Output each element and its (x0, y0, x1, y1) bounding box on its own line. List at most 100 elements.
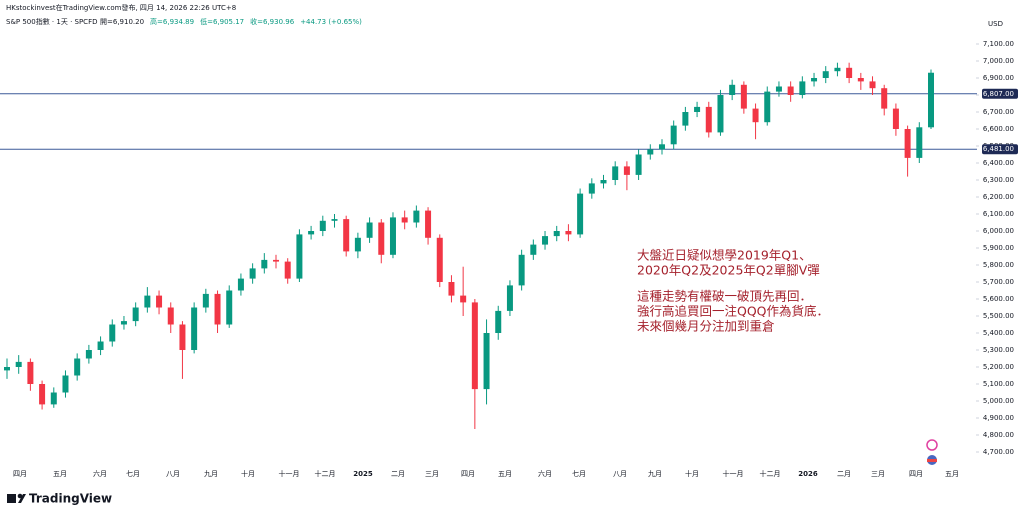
candle-body (928, 72, 934, 128)
y-tick-label: 7,000.00 (983, 57, 1014, 65)
candle-body (705, 106, 712, 133)
x-tick-label: 十月 (685, 469, 699, 478)
candle-body (4, 367, 10, 371)
candle-body (811, 78, 818, 82)
candle-body (62, 375, 69, 393)
x-tick-label: 五月 (53, 470, 67, 478)
y-tick-label: 4,900.00 (983, 414, 1014, 422)
x-tick-label: 五月 (945, 470, 959, 478)
candle-body (916, 127, 923, 158)
candle-body (448, 282, 455, 296)
candle-body (682, 112, 689, 126)
candle-body (623, 166, 630, 175)
indicator-icons (926, 439, 938, 465)
candle-body (635, 154, 642, 175)
candle-body (401, 217, 408, 223)
candle-body (577, 193, 584, 235)
candle-body (74, 358, 81, 376)
candle-body (740, 84, 747, 109)
x-tick-label: 2025 (353, 470, 373, 478)
annotation: 2020年Q2及2025年Q2單腳V彈 (637, 263, 820, 278)
y-tick-label: 7,100.00 (983, 40, 1014, 48)
candle-body (752, 108, 759, 123)
x-tick-label: 九月 (648, 469, 662, 478)
y-tick-label: 5,200.00 (983, 363, 1014, 371)
y-tick-label: 6,700.00 (983, 108, 1014, 116)
y-tick-label: 6,900.00 (983, 74, 1014, 82)
candle-body (15, 361, 22, 367)
price-badge (982, 88, 1018, 99)
x-tick-label: 六月 (93, 469, 107, 478)
candle-body (39, 384, 46, 405)
candle-body (495, 310, 502, 333)
x-tick-label: 十二月 (760, 469, 781, 478)
candle-body (460, 295, 467, 303)
y-tick-label: 5,700.00 (983, 278, 1014, 286)
x-tick-label: 四月 (461, 470, 475, 478)
candle-body (156, 295, 163, 308)
candle-body (120, 321, 127, 325)
publisher: HKstockinvest在TradingView.com發布, 四月 14, … (6, 3, 236, 12)
candle-body (425, 210, 432, 238)
ohlc-value: 低=6,905.17 (200, 17, 244, 26)
ohlc-value: +44.73 (+0.65%) (300, 18, 362, 26)
candle-body (50, 392, 57, 405)
x-tick-label: 六月 (538, 469, 552, 478)
x-tick-label: 三月 (425, 470, 439, 478)
candle-body (506, 285, 513, 311)
y-tick-label: 5,800.00 (983, 261, 1014, 269)
x-tick-label: 十二月 (315, 469, 336, 478)
x-tick-label: 七月 (572, 469, 586, 478)
candle-body (647, 149, 654, 155)
candle-body (167, 307, 174, 325)
candle-body (834, 67, 841, 72)
candle-body (413, 210, 420, 223)
x-tick-label: 二月 (391, 470, 405, 478)
candle-body (109, 324, 116, 342)
candle-body (670, 125, 677, 145)
x-tick-label: 七月 (126, 469, 140, 478)
ohlc-value: 收=6,930.96 (250, 17, 295, 26)
price-badge-label: 6,807.00 (983, 90, 1014, 98)
candle-body (436, 237, 443, 282)
y-tick-label: 6,400.00 (983, 159, 1014, 167)
candle-body (132, 307, 139, 322)
x-tick-label: 十月 (241, 469, 255, 478)
candle-body (378, 222, 385, 255)
ohlc-value: 開=6,910.20 (100, 18, 144, 26)
annotation: 未來個幾月分注加到重倉 (637, 319, 775, 334)
candle-body (518, 254, 525, 286)
candle-body (600, 180, 607, 184)
y-tick-label: 5,000.00 (983, 397, 1014, 405)
candle-body (775, 86, 782, 92)
candle-body (846, 67, 853, 78)
x-tick-label: 九月 (204, 469, 218, 478)
x-tick-label: 四月 (13, 470, 27, 478)
price-badge-label: 6,481.00 (983, 145, 1014, 153)
candle-body (904, 129, 911, 158)
candle-body (764, 91, 771, 123)
candle-body (284, 261, 291, 279)
candle-body (612, 166, 619, 180)
candle-body (202, 293, 209, 308)
candle-body (354, 237, 361, 252)
symbol: S&P 500指數 · 1天 · SPCFD (6, 17, 97, 26)
x-tick-label: 三月 (871, 470, 885, 478)
candle-body (296, 234, 303, 279)
y-tick-label: 6,000.00 (983, 227, 1014, 235)
candle-body (658, 144, 665, 150)
candle-body (343, 219, 350, 252)
candle-body (553, 231, 560, 237)
candle-body (717, 95, 724, 133)
candle-body (869, 81, 876, 89)
candle-body (237, 278, 244, 291)
x-tick-label: 八月 (166, 470, 180, 478)
candle-body (273, 259, 280, 262)
candle-body (226, 290, 233, 325)
y-tick-label: 5,400.00 (983, 329, 1014, 337)
x-tick-label: 五月 (498, 470, 512, 478)
candle-body (565, 231, 572, 235)
candle-body (787, 86, 794, 95)
candle-body (191, 307, 198, 350)
